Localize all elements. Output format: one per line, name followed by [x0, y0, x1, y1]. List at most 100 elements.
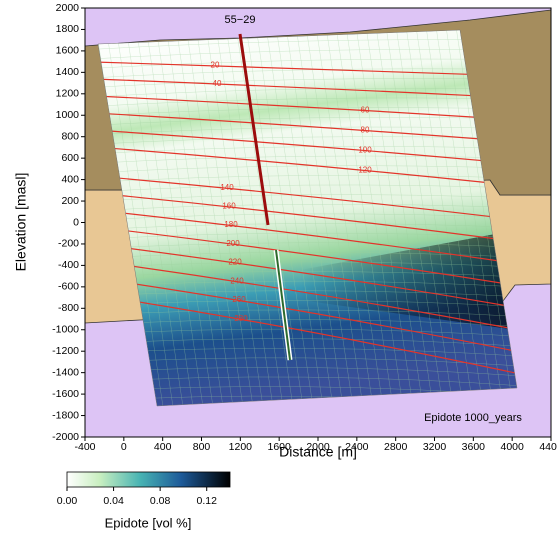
- colorbar-tick-label: 0.12: [196, 495, 217, 507]
- mesh-line: [424, 30, 486, 406]
- isotherm: [98, 95, 517, 121]
- colorbar-tick-label: 0.00: [57, 495, 78, 507]
- mesh-line: [98, 328, 517, 338]
- mesh-line: [104, 30, 166, 406]
- isotherm: [98, 112, 517, 143]
- isotherm: [98, 78, 517, 99]
- y-tick-label: 1400: [56, 66, 80, 78]
- mesh-line: [98, 165, 517, 174]
- well-label: 55−29: [225, 14, 256, 26]
- mesh-line: [98, 290, 517, 298]
- x-tick-label: 800: [193, 441, 211, 453]
- mesh-line: [98, 252, 517, 259]
- isotherm-label: 120: [358, 165, 372, 174]
- mesh-line: [98, 184, 517, 193]
- isotherm-label: 40: [213, 79, 222, 88]
- mesh-line: [98, 261, 517, 269]
- mesh-line: [98, 271, 517, 278]
- mesh-line: [434, 30, 496, 406]
- y-tick-label: 2000: [56, 2, 80, 14]
- mesh-line: [98, 223, 517, 231]
- y-tick-label: 1800: [56, 23, 80, 35]
- y-tick-label: 800: [61, 130, 79, 142]
- y-tick-label: 400: [61, 173, 79, 185]
- y-tick-label: -1800: [52, 409, 79, 421]
- y-tick-label: -1400: [52, 366, 79, 378]
- mesh-line: [98, 126, 517, 136]
- y-tick-label: -2000: [52, 431, 79, 443]
- x-tick-label: 4000: [500, 441, 524, 453]
- x-tick-label: 400: [154, 441, 172, 453]
- y-tick-label: 1200: [56, 88, 80, 100]
- y-tick-label: 200: [61, 195, 79, 207]
- mesh-line: [98, 204, 517, 212]
- mesh-line: [234, 30, 296, 406]
- mesh-line: [304, 30, 366, 406]
- y-tick-label: -400: [58, 259, 79, 271]
- isotherm: [98, 129, 517, 165]
- isotherm: [98, 260, 517, 331]
- mesh-line: [444, 30, 506, 406]
- mesh-line: [98, 88, 517, 98]
- colorbar: [66, 471, 231, 488]
- isotherm-label: 60: [361, 105, 370, 114]
- mesh-line: [364, 30, 426, 406]
- mesh-line: [98, 155, 517, 164]
- mesh-line: [254, 30, 316, 406]
- y-tick-label: -1000: [52, 324, 79, 336]
- geology: 20 40 60 80 100 120 140 160 180 200 220 240 260 280: [85, 8, 551, 437]
- isotherm: [98, 294, 517, 375]
- mesh-line: [174, 30, 236, 406]
- y-tick-label: 0: [73, 216, 79, 228]
- isotherm: [98, 226, 517, 287]
- x-tick-label: 3600: [462, 441, 486, 453]
- y-tick-label: -1200: [52, 345, 79, 357]
- mesh-line: [98, 117, 517, 126]
- isotherm: [98, 175, 517, 221]
- x-tick-label: 2000: [306, 441, 330, 453]
- x-tick-label: 1600: [267, 441, 291, 453]
- mesh-line: [384, 30, 446, 406]
- y-tick-label: 600: [61, 152, 79, 164]
- well-core: [275, 249, 291, 361]
- mesh-line: [294, 30, 356, 406]
- mesh-line: [404, 30, 466, 406]
- isotherm: [98, 61, 517, 77]
- mesh-line: [98, 280, 517, 288]
- isotherm: [98, 192, 517, 243]
- y-tick-label: -800: [58, 302, 79, 314]
- x-tick-label: 2800: [384, 441, 408, 453]
- mesh-line: [98, 309, 517, 318]
- mesh-line: [204, 30, 266, 406]
- isotherm: [98, 243, 517, 309]
- mesh-line: [114, 30, 176, 406]
- mesh-line: [98, 242, 517, 250]
- annotation: Epidote 1000_years: [424, 412, 522, 424]
- isotherm-label: 140: [220, 183, 234, 192]
- mesh-line: [98, 338, 517, 347]
- mesh-line: [98, 97, 517, 107]
- isotherm: [98, 146, 517, 187]
- isotherm-label: 260: [232, 295, 246, 304]
- isotherm: [98, 277, 517, 353]
- x-tick-label: 2400: [345, 441, 369, 453]
- x-tick-label: 0: [121, 441, 127, 453]
- y-tick-label: -200: [58, 238, 79, 250]
- x-tick-label: 4400: [539, 441, 557, 453]
- x-tick-label: -400: [74, 441, 95, 453]
- mesh-line: [454, 30, 516, 406]
- isotherm-label: 20: [211, 61, 220, 70]
- y-tick-label: 1000: [56, 109, 80, 121]
- mesh-line: [184, 30, 246, 406]
- mesh-line: [324, 30, 386, 406]
- isotherm-label: 200: [226, 239, 240, 248]
- mesh-line: [214, 30, 276, 406]
- mesh-line: [124, 30, 186, 406]
- mesh-line: [374, 30, 436, 406]
- mesh-line: [134, 30, 196, 406]
- mesh-line: [194, 30, 256, 406]
- y-tick-label: 1600: [56, 45, 80, 57]
- mesh-line: [334, 30, 396, 406]
- mesh-line: [344, 30, 406, 406]
